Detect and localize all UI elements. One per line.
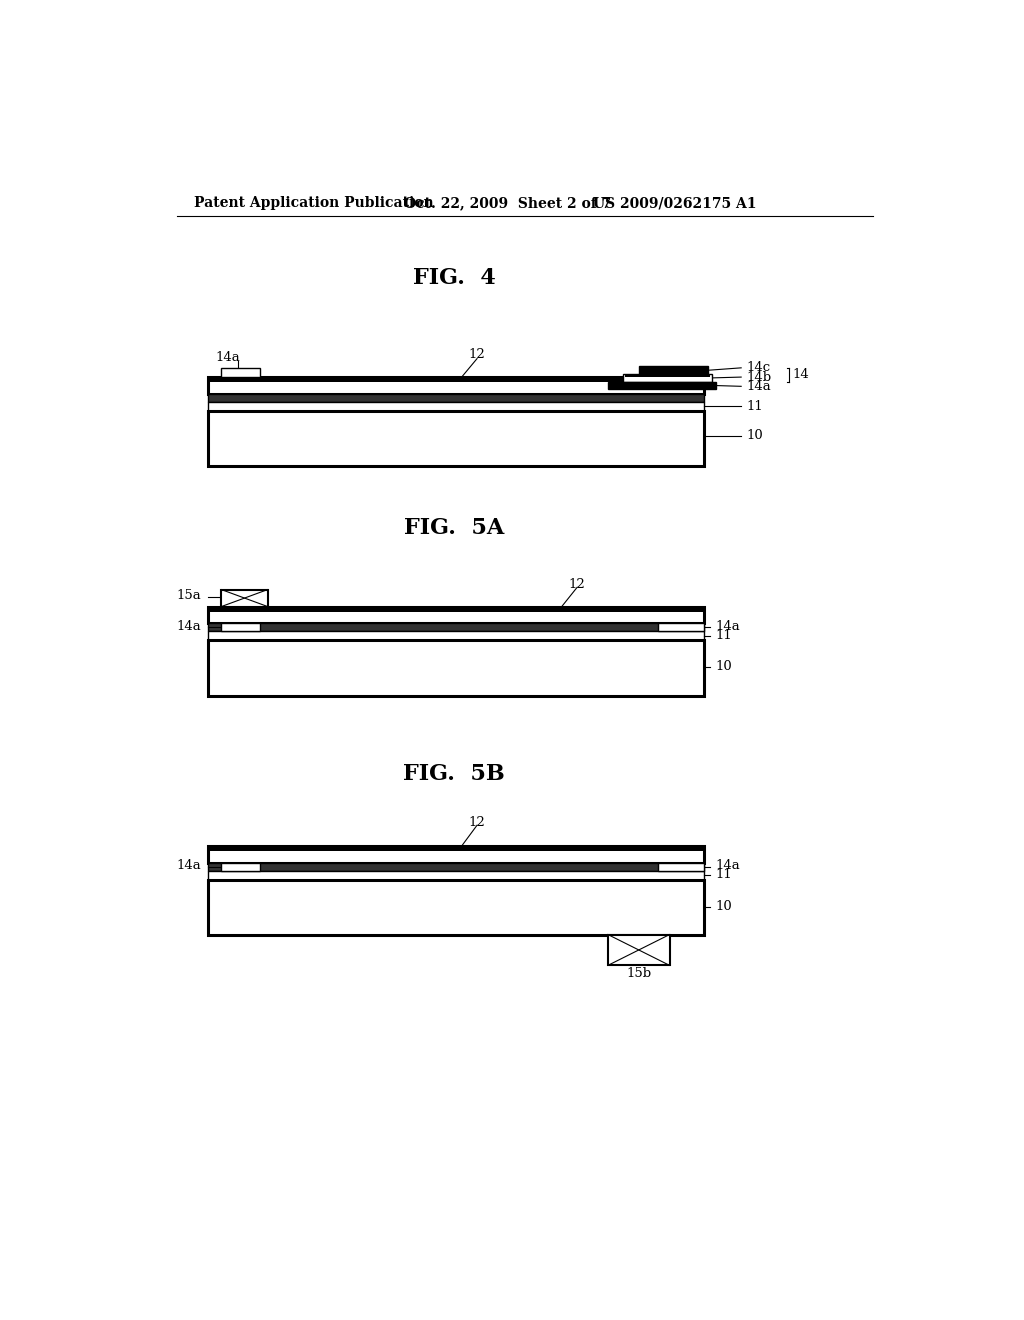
- Text: 11: 11: [746, 400, 763, 413]
- Bar: [608, 935, 670, 965]
- Bar: [221, 368, 260, 378]
- Bar: [208, 846, 705, 863]
- Bar: [221, 590, 267, 607]
- Bar: [208, 640, 705, 696]
- Text: 14a: 14a: [177, 620, 202, 634]
- Text: 10: 10: [746, 429, 763, 442]
- Bar: [208, 411, 705, 466]
- Text: 14a: 14a: [716, 859, 740, 871]
- Text: Oct. 22, 2009  Sheet 2 of 7: Oct. 22, 2009 Sheet 2 of 7: [403, 197, 611, 210]
- Bar: [208, 880, 705, 935]
- Bar: [608, 381, 716, 389]
- Bar: [221, 863, 260, 871]
- Text: 14c: 14c: [746, 362, 771, 375]
- Bar: [658, 863, 705, 871]
- Text: Patent Application Publication: Patent Application Publication: [195, 197, 434, 210]
- Bar: [208, 378, 705, 395]
- Text: 14: 14: [793, 367, 810, 380]
- Text: 14a: 14a: [177, 859, 202, 871]
- Bar: [208, 401, 705, 411]
- Bar: [208, 871, 705, 880]
- Bar: [208, 863, 705, 871]
- Bar: [208, 631, 705, 640]
- Bar: [624, 374, 712, 381]
- Text: 14b: 14b: [746, 371, 772, 384]
- Text: FIG.  5A: FIG. 5A: [403, 517, 504, 539]
- Bar: [639, 366, 708, 374]
- Text: FIG.  4: FIG. 4: [413, 267, 496, 289]
- Text: FIG.  5B: FIG. 5B: [403, 763, 505, 785]
- Text: 14a: 14a: [716, 620, 740, 634]
- Bar: [209, 378, 702, 383]
- Text: US 2009/0262175 A1: US 2009/0262175 A1: [593, 197, 756, 210]
- Text: 10: 10: [716, 900, 732, 913]
- Bar: [658, 623, 705, 631]
- Text: 12: 12: [469, 348, 485, 362]
- Bar: [221, 623, 260, 631]
- Text: 12: 12: [469, 816, 485, 829]
- Bar: [208, 393, 705, 401]
- Bar: [208, 607, 705, 623]
- Bar: [209, 847, 702, 851]
- Text: 14a: 14a: [215, 351, 240, 363]
- Text: 11: 11: [716, 869, 732, 880]
- Bar: [208, 623, 705, 631]
- Text: 15a: 15a: [177, 589, 202, 602]
- Text: 11: 11: [716, 630, 732, 643]
- Bar: [209, 607, 702, 612]
- Text: 14a: 14a: [746, 380, 771, 393]
- Text: 15b: 15b: [627, 966, 651, 979]
- Text: 10: 10: [716, 660, 732, 673]
- Text: 12: 12: [568, 578, 586, 591]
- Bar: [625, 375, 711, 378]
